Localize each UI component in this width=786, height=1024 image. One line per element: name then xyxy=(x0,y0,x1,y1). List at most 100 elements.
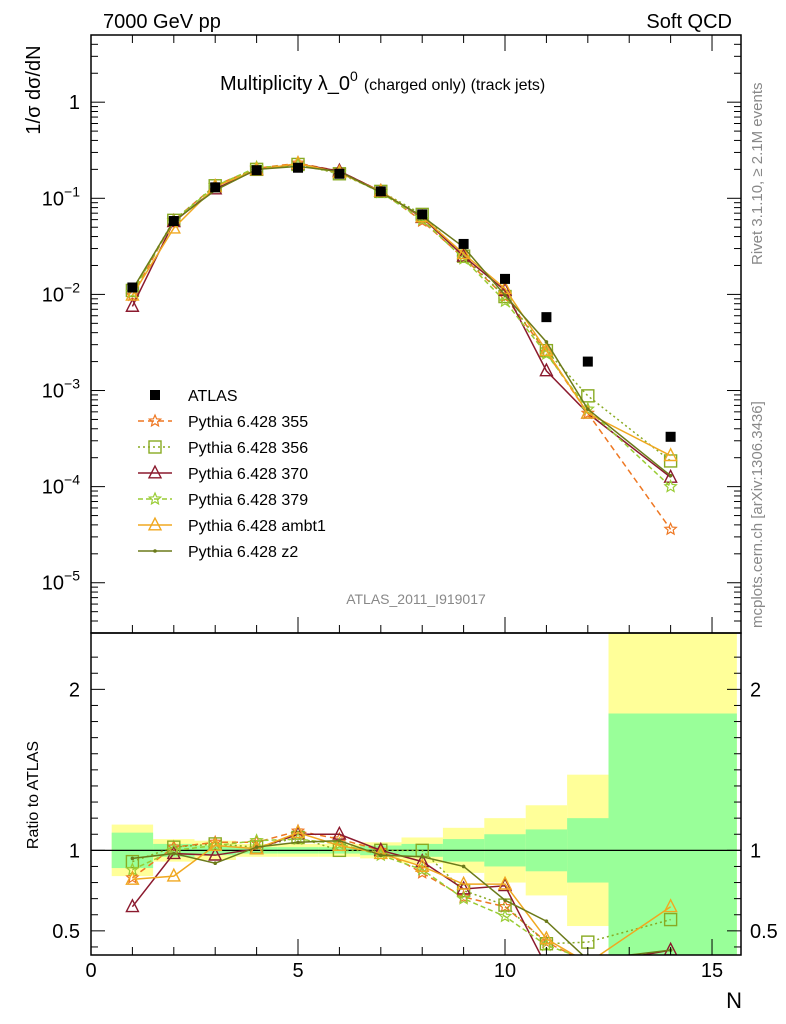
legend-entry: Pythia 6.428 ambt1 xyxy=(138,516,326,535)
data-point xyxy=(417,209,428,220)
x-tick-label: 5 xyxy=(292,960,303,982)
header-left: 7000 GeV pp xyxy=(103,11,221,33)
triangle-marker xyxy=(373,845,388,860)
legend-entry: Pythia 6.428 356 xyxy=(138,440,308,457)
star-marker xyxy=(208,837,223,852)
star-marker xyxy=(497,908,513,923)
star-marker xyxy=(125,287,140,302)
ratio-tick-label-right: 0.5 xyxy=(750,921,778,943)
star-marker xyxy=(147,413,163,428)
uncertainty-bands xyxy=(111,633,737,955)
triangle-marker xyxy=(125,286,140,301)
data-point xyxy=(582,356,593,367)
triangle-marker xyxy=(540,959,552,971)
data-point xyxy=(168,216,179,227)
x-tick-label: 15 xyxy=(701,960,723,982)
dot-marker xyxy=(586,407,590,411)
y-tick-label: 10−1 xyxy=(42,183,80,210)
triangle-marker xyxy=(415,858,430,872)
triangle-marker xyxy=(582,958,594,970)
dot-marker xyxy=(172,851,176,856)
legend-label: Pythia 6.428 355 xyxy=(188,414,308,431)
dot-marker xyxy=(586,958,590,962)
star-marker xyxy=(249,833,264,847)
series-line xyxy=(132,836,671,945)
data-point xyxy=(375,186,386,197)
ratio-tick-label-right: 2 xyxy=(750,679,761,701)
triangle-marker xyxy=(663,447,678,462)
star-marker xyxy=(665,957,676,968)
legend-label: Pythia 6.428 356 xyxy=(188,440,308,457)
legend-entry-atlas: ATLAS xyxy=(150,388,238,405)
x-tick-label: 0 xyxy=(85,960,96,982)
dot-marker xyxy=(503,898,507,903)
y-axis-label-top: 1/σ dσ/dN xyxy=(23,45,45,134)
data-point xyxy=(293,162,304,173)
y-axis-label-ratio: Ratio to ATLAS xyxy=(25,741,42,849)
data-point xyxy=(127,282,138,293)
ratio-panel-frame xyxy=(90,632,742,956)
atlas-data xyxy=(127,162,676,442)
star-marker xyxy=(665,988,676,999)
legend-entry: Pythia 6.428 355 xyxy=(138,413,308,431)
y-tick-label: 10−4 xyxy=(42,472,80,499)
ratio-tick-label-right: 1 xyxy=(750,840,761,862)
ratio-panel-series xyxy=(125,823,678,999)
dot-marker xyxy=(503,293,507,298)
legend-label: Pythia 6.428 ambt1 xyxy=(188,518,326,535)
legend-label: Pythia 6.428 z2 xyxy=(188,544,298,561)
triangle-marker xyxy=(456,245,471,260)
dot-marker xyxy=(130,856,135,861)
triangle-marker xyxy=(456,875,471,890)
chart-title: Multiplicity λ_00(charged only) (track j… xyxy=(220,68,545,95)
triangle-marker xyxy=(208,837,223,852)
triangle-marker xyxy=(208,846,223,861)
legend-entry: Pythia 6.428 370 xyxy=(138,464,308,483)
data-point xyxy=(334,168,345,179)
data-point xyxy=(210,182,221,193)
star-marker xyxy=(663,479,678,493)
data-point xyxy=(251,165,262,176)
legend-entry: Pythia 6.428 z2 xyxy=(138,544,298,561)
analysis-watermark: ATLAS_2011_I919017 xyxy=(346,591,486,607)
side-text-bottom: mcplots.cern.ch [arXiv:1306.3436] xyxy=(749,401,766,628)
y-tick-label: 10−2 xyxy=(42,279,80,306)
star-marker xyxy=(663,521,678,536)
dot-marker xyxy=(153,549,157,553)
square-marker xyxy=(663,912,678,927)
star-marker xyxy=(582,957,593,968)
star-marker xyxy=(166,839,181,854)
header-right: Soft QCD xyxy=(646,11,732,33)
legend-entry: Pythia 6.428 379 xyxy=(138,491,308,509)
data-point xyxy=(458,238,469,249)
triangle-marker xyxy=(125,898,140,913)
y-tick-label: 10−5 xyxy=(42,568,80,595)
triangle-marker xyxy=(663,898,678,913)
star-marker xyxy=(147,491,163,506)
ratio-tick-label: 0.5 xyxy=(52,921,80,943)
triangle-marker xyxy=(290,824,306,839)
star-marker xyxy=(456,889,471,904)
title-main: Multiplicity λ_00(charged only) (track j… xyxy=(220,68,545,95)
dot-marker xyxy=(254,845,259,849)
star-marker xyxy=(456,891,471,905)
triangle-marker xyxy=(587,954,589,955)
triangle-marker xyxy=(497,280,513,295)
triangle-marker xyxy=(497,875,513,890)
triangle-marker xyxy=(539,930,554,945)
ratio-tick-label: 1 xyxy=(69,840,80,862)
side-text-top: Rivet 3.1.10, ≥ 2.1M events xyxy=(749,83,766,266)
x-tick-label: 10 xyxy=(494,960,516,982)
legend: ATLAS Pythia 6.428 355 Pythia 6.428 356 Pyt… xyxy=(138,388,326,561)
data-point xyxy=(500,273,511,284)
square-marker xyxy=(125,854,140,869)
x-axis-label: N xyxy=(726,988,742,1013)
triangle-marker xyxy=(166,867,181,882)
legend-label: Pythia 6.428 370 xyxy=(188,466,308,483)
star-marker xyxy=(580,405,595,420)
data-point xyxy=(541,312,552,323)
dot-marker xyxy=(461,864,466,869)
triangle-marker xyxy=(539,342,554,357)
star-marker xyxy=(125,870,140,884)
